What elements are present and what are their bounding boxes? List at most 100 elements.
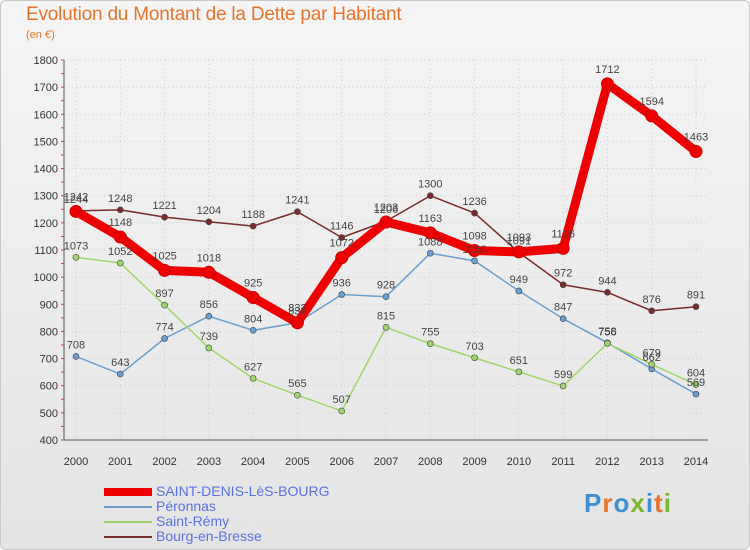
logo-letter: o: [613, 488, 631, 518]
data-point: [648, 360, 656, 368]
data-label: 507: [333, 394, 351, 406]
data-label: 1594: [639, 96, 663, 108]
data-point: [556, 241, 570, 255]
data-label: 928: [377, 280, 395, 292]
data-label: 1221: [152, 200, 176, 212]
x-tick-label: 2006: [329, 456, 353, 468]
data-label: 758: [598, 326, 616, 338]
data-point: [382, 293, 390, 300]
data-point: [116, 259, 124, 267]
data-point: [158, 263, 172, 277]
x-tick-label: 2000: [64, 456, 88, 468]
data-label: 815: [377, 310, 395, 322]
y-tick-label: 1600: [34, 109, 58, 121]
data-label: 599: [554, 369, 572, 381]
chart-subtitle: (en €): [26, 29, 55, 41]
data-point: [471, 209, 478, 217]
data-point: [116, 370, 124, 378]
data-label: 1052: [108, 246, 132, 258]
data-label: 1098: [462, 231, 486, 243]
data-point: [692, 390, 700, 398]
logo-letter: x: [630, 488, 646, 518]
data-point: [249, 222, 257, 230]
data-label: 856: [200, 299, 218, 311]
data-label: 651: [510, 355, 528, 367]
data-label: 1106: [551, 228, 575, 240]
data-point: [205, 218, 213, 226]
data-label: 847: [554, 302, 572, 314]
data-label: 925: [244, 278, 262, 290]
data-label: 1163: [418, 213, 442, 225]
data-label: 1188: [241, 209, 265, 221]
data-label: 1088: [418, 236, 442, 248]
data-point: [335, 251, 349, 265]
data-label: 1018: [197, 252, 221, 264]
legend-label: Saint-Rémy: [156, 513, 230, 529]
x-tick-label: 2007: [374, 456, 398, 468]
data-label: 1204: [197, 205, 221, 217]
data-label: 1148: [108, 217, 132, 229]
y-tick-label: 1300: [34, 191, 58, 203]
data-point: [515, 287, 523, 295]
data-point: [249, 375, 257, 382]
data-point: [161, 335, 168, 342]
x-tick-label: 2003: [197, 456, 221, 468]
legend-label: Bourg-en-Bresse: [156, 528, 262, 544]
data-label: 1091: [507, 235, 531, 247]
legend-label: Péronnas: [156, 498, 216, 514]
data-label: 739: [200, 331, 218, 343]
data-point: [338, 234, 346, 241]
data-point: [161, 301, 168, 309]
data-label: 1060: [462, 244, 486, 256]
data-point: [72, 254, 80, 261]
data-label: 832: [288, 303, 306, 315]
x-tick-label: 2014: [684, 456, 708, 468]
data-label: 936: [333, 278, 351, 290]
y-tick-label: 900: [40, 299, 58, 311]
data-label: 1073: [64, 240, 88, 252]
y-tick-label: 1700: [34, 82, 58, 94]
y-tick-label: 800: [40, 326, 58, 338]
legend-swatch: [104, 521, 152, 523]
data-point: [512, 245, 526, 259]
data-point: [426, 192, 434, 200]
y-tick-label: 500: [40, 408, 58, 420]
data-point: [600, 77, 614, 91]
logo-letter: r: [602, 488, 614, 518]
y-tick-label: 600: [40, 381, 58, 393]
data-label: 565: [288, 378, 306, 390]
data-point: [692, 381, 700, 388]
data-label: 1241: [285, 195, 309, 207]
data-label: 1093: [507, 232, 531, 244]
chart-title: Evolution du Montant de la Dette par Hab…: [26, 4, 402, 25]
data-label: 1463: [684, 131, 708, 143]
data-point: [379, 215, 393, 229]
axes: 400 500 600 700 800 900 1000 1100 1200 1300 1400 15…: [34, 55, 709, 468]
data-point: [294, 208, 301, 216]
data-point: [468, 244, 482, 258]
data-point: [648, 307, 656, 315]
y-tick-label: 1800: [34, 55, 58, 67]
data-point: [382, 324, 390, 331]
data-label: 627: [244, 361, 262, 373]
data-point: [515, 368, 523, 376]
data-label: 643: [111, 357, 129, 369]
data-label: 1072: [329, 238, 353, 250]
data-point: [294, 391, 301, 399]
legend-swatch: [104, 488, 152, 496]
data-label: 1206: [374, 204, 398, 216]
data-label: 1248: [108, 193, 132, 205]
data-label: 1244: [64, 194, 88, 206]
y-tick-label: 400: [40, 435, 58, 447]
data-point: [161, 213, 168, 221]
data-label: 756: [598, 326, 616, 338]
data-label: 703: [465, 341, 483, 353]
data-label: 1236: [462, 196, 486, 208]
data-label: 897: [155, 288, 173, 300]
data-point: [471, 257, 478, 265]
x-tick-label: 2009: [462, 456, 486, 468]
y-tick-label: 1000: [34, 272, 58, 284]
data-point: [471, 354, 478, 362]
y-tick-label: 1200: [34, 218, 58, 230]
data-point: [559, 382, 567, 390]
